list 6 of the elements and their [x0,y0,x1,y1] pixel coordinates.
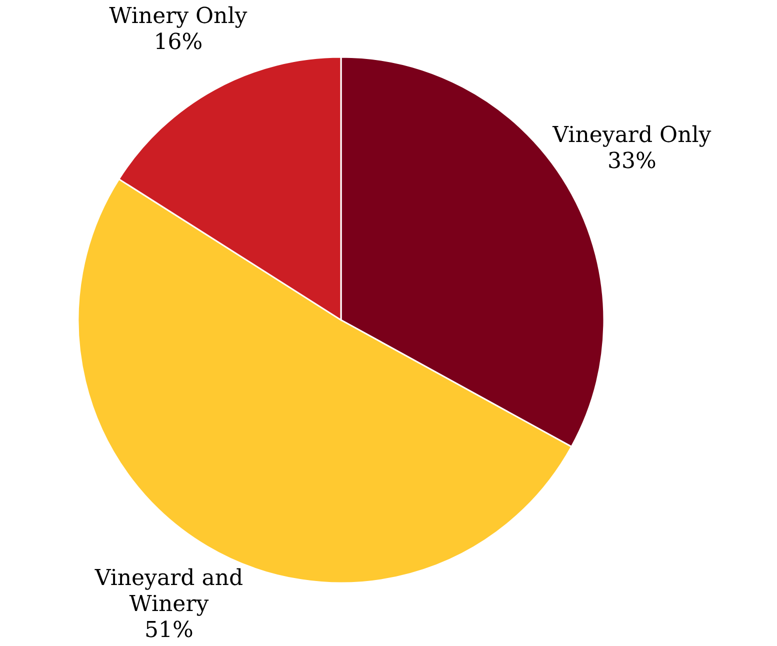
data-label: 16% [154,30,203,55]
data-label: 51% [144,618,194,643]
slice-label: Vineyard and Winery [94,566,244,617]
slice-label: Winery Only [109,4,248,29]
data-label: 33% [607,148,656,174]
slice-label: Vineyard Only [552,122,712,148]
